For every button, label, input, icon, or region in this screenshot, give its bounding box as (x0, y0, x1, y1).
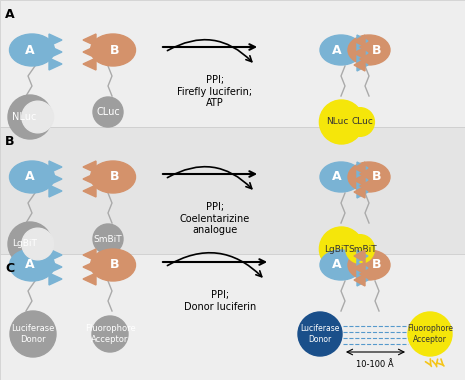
Polygon shape (49, 173, 62, 185)
Text: A: A (25, 258, 35, 271)
Polygon shape (83, 249, 96, 261)
Polygon shape (357, 35, 368, 47)
Text: A: A (25, 171, 35, 184)
Polygon shape (49, 249, 62, 261)
Text: SmBiT: SmBiT (348, 244, 377, 253)
Text: CLuc: CLuc (352, 117, 373, 127)
Polygon shape (49, 161, 62, 173)
Polygon shape (354, 59, 365, 71)
Polygon shape (357, 274, 368, 286)
Polygon shape (83, 173, 96, 185)
Circle shape (8, 95, 52, 139)
Ellipse shape (348, 250, 390, 280)
Text: Luciferase
Donor: Luciferase Donor (300, 324, 340, 344)
Circle shape (298, 312, 342, 356)
Polygon shape (83, 185, 96, 197)
Ellipse shape (91, 249, 135, 281)
Polygon shape (83, 261, 96, 273)
Circle shape (10, 311, 56, 357)
Ellipse shape (91, 161, 135, 193)
Text: NLuc: NLuc (326, 117, 348, 127)
Text: B: B (5, 135, 14, 148)
Text: C: C (5, 262, 14, 275)
Polygon shape (49, 185, 62, 197)
Text: Fluorophore
Acceptor: Fluorophore Acceptor (85, 324, 135, 344)
Ellipse shape (320, 35, 362, 65)
Polygon shape (357, 162, 368, 174)
Polygon shape (354, 262, 365, 274)
Text: Luciferase
Donor: Luciferase Donor (11, 324, 55, 344)
Polygon shape (354, 274, 365, 286)
Text: A: A (5, 8, 14, 21)
Bar (0, 127, 465, 254)
Ellipse shape (348, 35, 390, 65)
Polygon shape (83, 34, 96, 46)
Ellipse shape (9, 34, 54, 66)
Text: A: A (332, 258, 342, 271)
Bar (0, 0, 465, 127)
Text: 10-100 Å: 10-100 Å (356, 360, 394, 369)
Text: PPI;
Coelentarizine
analogue: PPI; Coelentarizine analogue (180, 202, 250, 235)
Polygon shape (357, 59, 368, 71)
Text: B: B (372, 43, 382, 57)
Text: LgBiT: LgBiT (325, 244, 349, 253)
Text: SmBiT: SmBiT (93, 234, 122, 244)
Text: A: A (25, 43, 35, 57)
Circle shape (346, 108, 374, 136)
Text: B: B (372, 171, 382, 184)
Circle shape (92, 316, 128, 352)
Polygon shape (354, 186, 365, 198)
Text: B: B (110, 43, 120, 57)
Polygon shape (357, 262, 368, 274)
Polygon shape (83, 46, 96, 58)
Polygon shape (83, 58, 96, 70)
Text: A: A (332, 43, 342, 57)
Circle shape (319, 227, 364, 271)
Ellipse shape (9, 249, 54, 281)
Polygon shape (49, 261, 62, 273)
Polygon shape (357, 174, 368, 186)
Ellipse shape (9, 161, 54, 193)
Polygon shape (354, 162, 365, 174)
Polygon shape (354, 47, 365, 59)
Polygon shape (49, 34, 62, 46)
Text: NLuc: NLuc (12, 112, 37, 122)
Circle shape (22, 101, 53, 133)
Polygon shape (357, 186, 368, 198)
Polygon shape (49, 46, 62, 58)
Polygon shape (83, 161, 96, 173)
Bar (0, 254, 465, 380)
Text: B: B (110, 258, 120, 271)
Polygon shape (49, 58, 62, 70)
Polygon shape (357, 47, 368, 59)
Text: PPI;
Firefly luciferin;
ATP: PPI; Firefly luciferin; ATP (178, 75, 252, 108)
Circle shape (93, 224, 123, 254)
Circle shape (408, 312, 452, 356)
Text: A: A (332, 171, 342, 184)
Circle shape (22, 228, 53, 260)
Polygon shape (354, 250, 365, 262)
Circle shape (319, 100, 364, 144)
Text: B: B (372, 258, 382, 271)
Ellipse shape (91, 34, 135, 66)
Ellipse shape (320, 250, 362, 280)
Text: B: B (110, 171, 120, 184)
Polygon shape (354, 174, 365, 186)
Ellipse shape (320, 162, 362, 192)
Circle shape (8, 222, 52, 266)
Text: PPI;
Donor luciferin: PPI; Donor luciferin (184, 290, 256, 312)
Text: LgBiT: LgBiT (12, 239, 37, 249)
Polygon shape (354, 35, 365, 47)
Circle shape (93, 97, 123, 127)
Polygon shape (357, 250, 368, 262)
Ellipse shape (348, 162, 390, 192)
Polygon shape (83, 273, 96, 285)
Circle shape (346, 235, 374, 263)
Polygon shape (49, 273, 62, 285)
Text: Fluorophore
Acceptor: Fluorophore Acceptor (407, 324, 453, 344)
Text: CLuc: CLuc (96, 107, 120, 117)
